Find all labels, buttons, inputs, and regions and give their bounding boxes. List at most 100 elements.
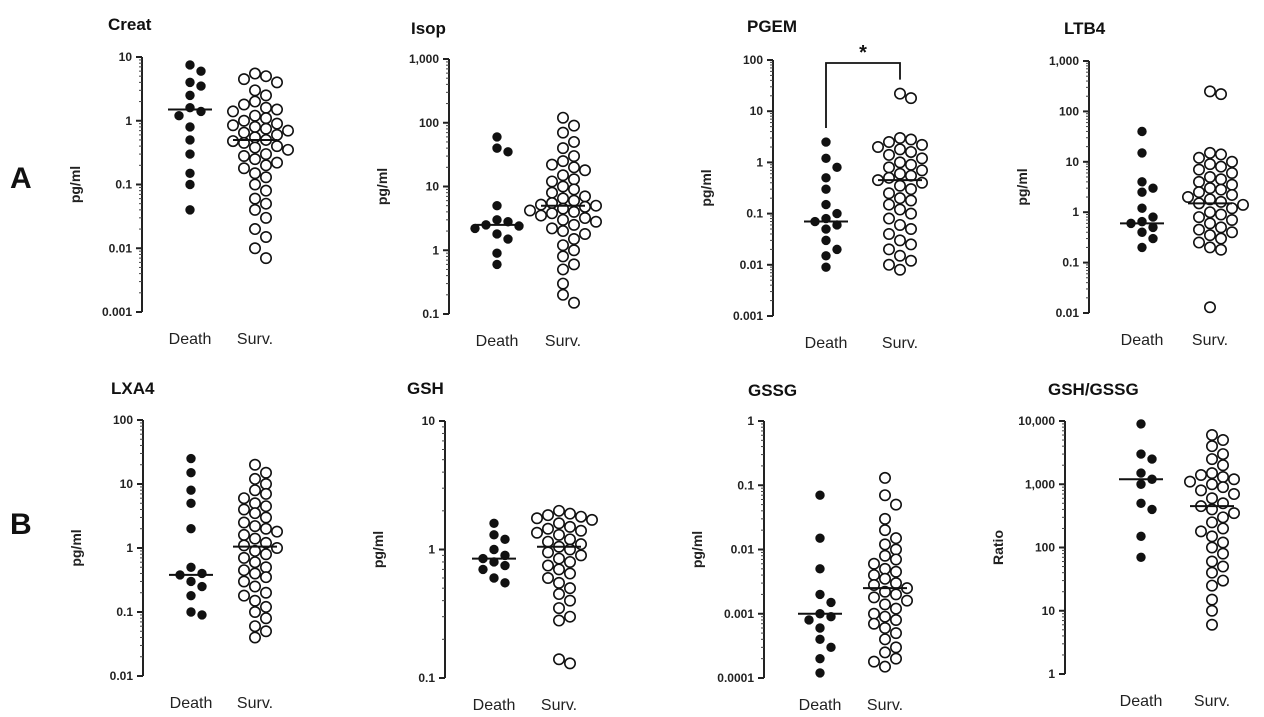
data-point-surv (1206, 579, 1219, 592)
data-point-surv (889, 553, 902, 566)
data-point-death (489, 573, 499, 583)
data-point-surv (1226, 178, 1239, 191)
data-point-death (186, 576, 196, 587)
data-point-surv (889, 613, 902, 626)
data-point-surv (259, 612, 272, 625)
data-point-surv (882, 198, 895, 211)
data-point-surv (1195, 469, 1208, 482)
data-point-death (1136, 449, 1146, 459)
data-point-surv (259, 487, 272, 500)
data-point-surv (882, 187, 895, 200)
y-tick-label: 0.0001 (717, 671, 754, 685)
x-category-label: Death (476, 333, 519, 350)
data-point-death (821, 235, 831, 246)
data-point-death (804, 615, 814, 625)
data-point-surv (1215, 232, 1228, 245)
data-point-surv (534, 209, 547, 222)
data-point-surv (867, 607, 880, 620)
data-point-surv (567, 205, 580, 218)
data-point-death (196, 106, 206, 117)
y-tick-label: 0.1 (1062, 256, 1079, 270)
data-point-surv (889, 588, 902, 601)
data-point-surv (889, 532, 902, 545)
data-point-death (197, 581, 207, 592)
data-point-surv (567, 296, 580, 309)
data-point-surv (878, 471, 891, 484)
data-point-surv (578, 200, 591, 213)
data-point-death (185, 205, 195, 215)
data-point-death (1137, 216, 1147, 227)
y-axis-label: pg/ml (67, 166, 83, 203)
chart-panel-6: GSH 0.1 1 10 pg/ml Death Surv. (370, 379, 598, 714)
data-point-surv (878, 598, 891, 611)
y-axis-label: pg/ml (370, 531, 386, 568)
data-point-surv (259, 522, 272, 535)
data-point-death (832, 208, 842, 219)
y-tick-label: 1 (432, 243, 439, 257)
data-point-surv (270, 128, 283, 141)
data-point-surv (556, 263, 569, 276)
data-point-surv (238, 516, 251, 529)
data-point-surv (556, 288, 569, 301)
data-point-surv (1215, 243, 1228, 256)
data-point-death (815, 668, 825, 678)
data-point-surv (259, 231, 272, 244)
data-point-surv (563, 657, 576, 670)
data-point-surv (1204, 229, 1217, 242)
data-point-surv (249, 109, 262, 122)
data-point-surv (878, 646, 891, 659)
data-point-surv (249, 507, 262, 520)
data-point-surv (1193, 151, 1206, 164)
y-axis-label: Ratio (990, 530, 1006, 565)
data-point-death (826, 597, 836, 608)
data-point-surv (259, 197, 272, 210)
x-category-label: Surv. (882, 335, 918, 352)
data-point-surv (915, 138, 928, 151)
data-point-surv (1206, 618, 1219, 631)
y-axis-label: pg/ml (68, 529, 84, 566)
data-point-surv (893, 131, 906, 144)
data-point-death (185, 60, 195, 70)
data-point-surv (878, 572, 891, 585)
data-point-surv (545, 222, 558, 235)
data-point-surv (878, 610, 891, 623)
data-point-death (492, 200, 502, 211)
data-point-death (1136, 498, 1146, 508)
data-point-surv (249, 458, 262, 471)
x-category-label: Death (799, 697, 842, 714)
x-category-label: Surv. (237, 331, 273, 348)
data-point-surv (249, 95, 262, 108)
data-point-surv (563, 594, 576, 607)
data-point-surv (259, 571, 272, 584)
data-point-surv (1206, 492, 1219, 505)
data-point-surv (1217, 434, 1230, 447)
data-point-surv (893, 167, 906, 180)
data-point-surv (889, 627, 902, 640)
x-category-label: Death (169, 331, 212, 348)
data-point-death (186, 590, 196, 601)
data-point-surv (552, 653, 565, 666)
y-tick-label: 100 (113, 413, 133, 427)
data-point-death (186, 453, 196, 464)
data-point-surv (552, 552, 565, 565)
data-point-surv (270, 76, 283, 89)
data-point-surv (1215, 148, 1228, 161)
data-point-surv (889, 565, 902, 578)
data-point-surv (1217, 481, 1230, 494)
data-point-surv (249, 67, 262, 80)
data-point-surv (889, 641, 902, 654)
data-point-death (1136, 531, 1146, 542)
data-point-surv (563, 555, 576, 568)
data-point-surv (574, 549, 587, 562)
data-point-surv (1193, 175, 1206, 188)
data-point-surv (1206, 429, 1219, 442)
data-point-surv (878, 622, 891, 635)
data-point-surv (249, 141, 262, 154)
chart-panel-4: LTB4 0.01 0.1 1 10 100 1,000 pg/ml Death Surv. (1014, 19, 1250, 349)
data-point-surv (249, 520, 262, 533)
data-point-surv (567, 183, 580, 196)
data-point-surv (1206, 516, 1219, 529)
data-point-death (1136, 419, 1146, 429)
data-point-death (185, 135, 195, 145)
y-tick-label: 0.1 (746, 207, 763, 221)
